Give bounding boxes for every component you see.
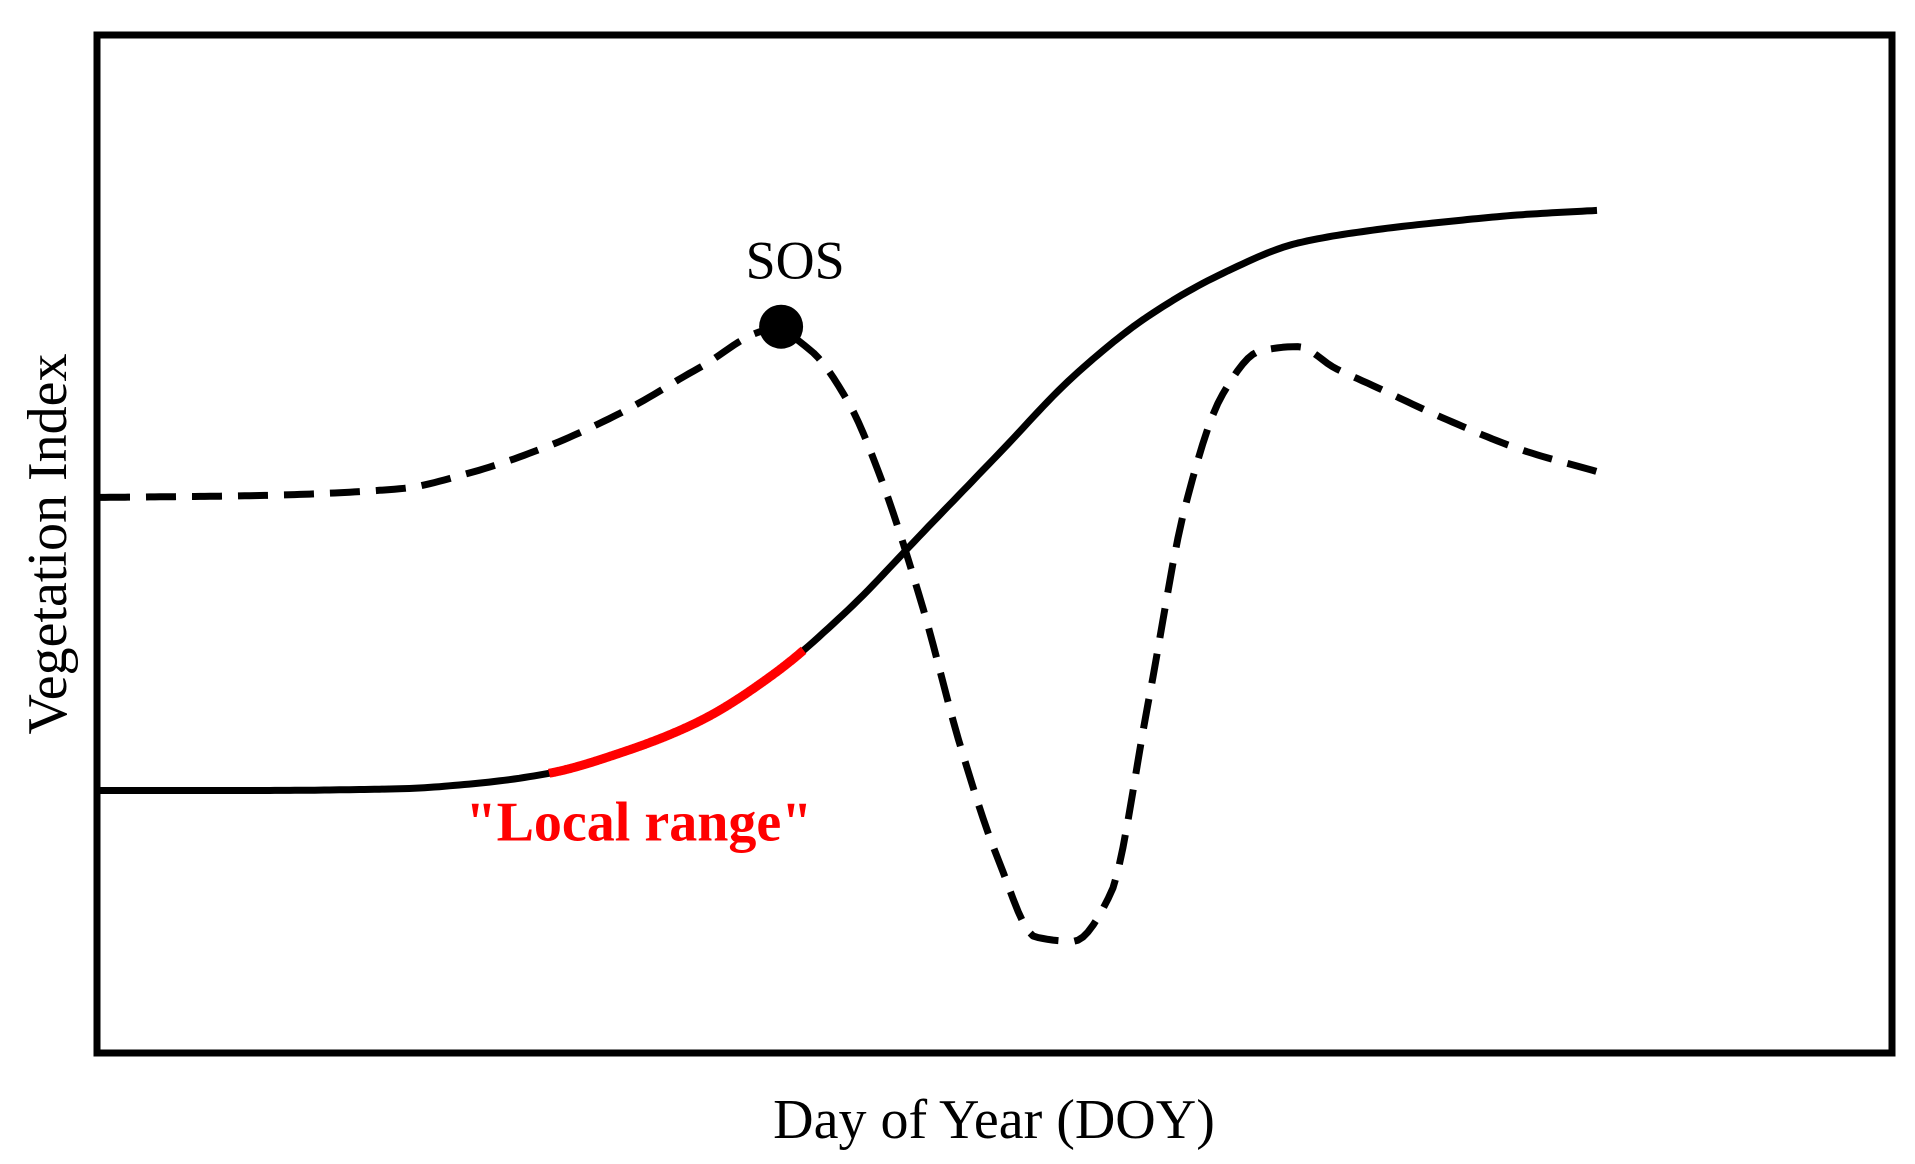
x-axis-label: Day of Year (DOY) (773, 1089, 1215, 1151)
y-axis-label: Vegetation Index (17, 354, 79, 735)
dashed-vi-series (100, 325, 1599, 945)
local-range-label: "Local range" (465, 791, 812, 853)
sos-marker (759, 304, 804, 349)
plot-frame (93, 31, 1896, 1057)
marker-layer (759, 304, 804, 349)
sos-label: SOS (746, 231, 845, 291)
local-range-segment (548, 646, 807, 778)
solid-vi-series (100, 206, 1598, 794)
series-layer (100, 206, 1599, 945)
